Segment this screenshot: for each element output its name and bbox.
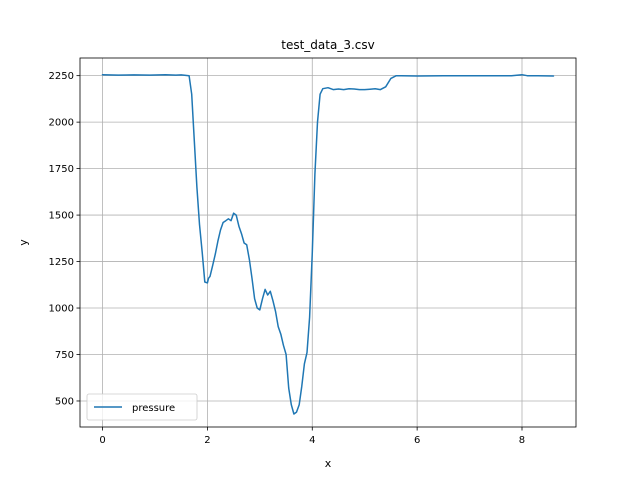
series-line-pressure	[101, 73, 555, 415]
legend: pressure	[86, 393, 198, 421]
y-tick-label: 2250	[49, 71, 74, 82]
y-axis-ticks: 500 750 1000 1250 1500 1750 2000 2250	[49, 71, 80, 407]
y-tick-label: 500	[55, 396, 74, 407]
plot-frame	[79, 57, 577, 428]
y-tick-label: 1000	[49, 304, 74, 315]
y-tick-label: 1250	[49, 257, 74, 268]
x-axis-ticks: 0 2 4 6 8	[99, 427, 525, 446]
x-tick-label: 4	[309, 435, 315, 446]
plot-area	[80, 58, 576, 427]
x-tick-label: 2	[204, 435, 210, 446]
y-tick-label: 2000	[49, 118, 74, 129]
y-gridlines	[80, 75, 576, 402]
legend-label-pressure: pressure	[132, 403, 175, 414]
x-tick-label: 8	[519, 435, 525, 446]
chart-title: test_data_3.csv	[281, 38, 374, 52]
x-tick-label: 0	[99, 435, 105, 446]
legend-box	[86, 393, 198, 421]
y-tick-label: 750	[55, 350, 74, 361]
y-tick-label: 1500	[49, 211, 74, 222]
x-tick-label: 6	[414, 435, 420, 446]
y-tick-label: 1750	[49, 164, 74, 175]
y-axis-label: y	[17, 239, 30, 246]
x-axis-label: x	[325, 457, 332, 470]
